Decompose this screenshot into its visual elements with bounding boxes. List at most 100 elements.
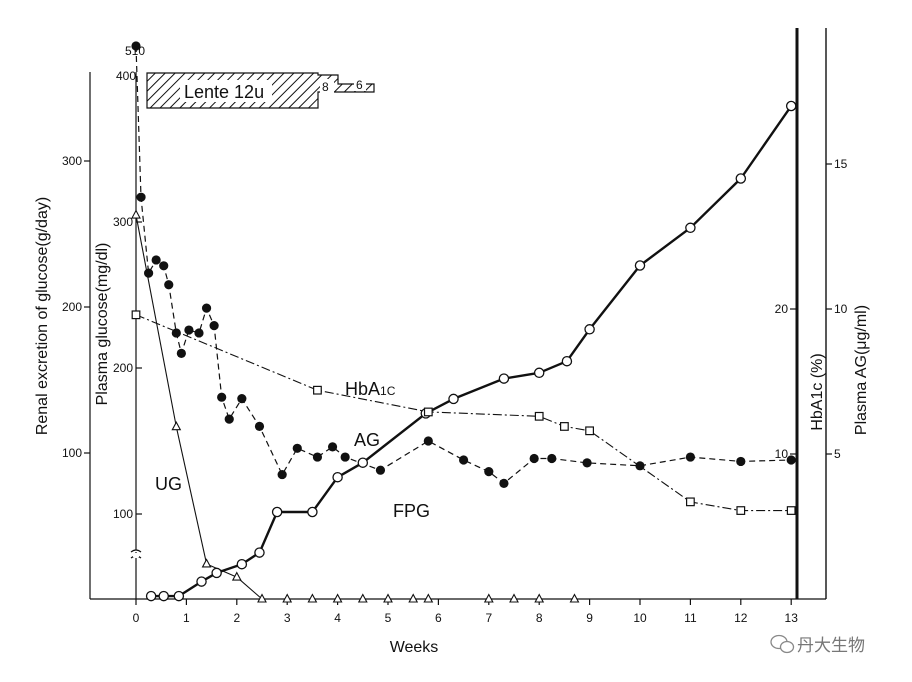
- point-ag: [307, 506, 318, 518]
- point-ag: [634, 260, 646, 271]
- series-line-hba1c: [135, 314, 792, 512]
- point-hba1c: [585, 426, 594, 436]
- point-hba1c: [559, 422, 569, 431]
- point-fpg: [292, 443, 302, 453]
- point-hba1c: [423, 407, 433, 417]
- x-tick-label: 9: [586, 611, 593, 625]
- point-ag: [533, 367, 545, 379]
- hba1c-tick-label: 20: [775, 302, 789, 316]
- series-fpg: [131, 41, 796, 488]
- point-ug: [509, 593, 519, 603]
- ag-tick-label: 15: [834, 157, 848, 171]
- series: [131, 41, 797, 603]
- x-tick-label: 0: [133, 611, 140, 625]
- wechat-icon: [770, 634, 795, 654]
- x-tick-label: 12: [734, 611, 748, 625]
- point-fpg: [184, 325, 194, 335]
- x-tick-label: 8: [536, 611, 543, 625]
- point-fpg: [327, 442, 338, 452]
- point-fpg: [159, 261, 169, 271]
- point-ag: [211, 567, 222, 579]
- point-ug: [383, 593, 393, 603]
- point-hba1c: [534, 411, 544, 421]
- point-ag: [685, 222, 696, 234]
- fpg-tick-label: 100: [113, 507, 133, 521]
- ticks: 0 1 2 3 4 5 6 7 8 9 10 11 12 131002003001002003001020…: [62, 154, 848, 625]
- ag-tick-label: 5: [834, 447, 841, 461]
- point-fpg: [254, 421, 265, 431]
- plasma-glucose-axis-title: Plasma glucose(mg/dl): [94, 243, 111, 406]
- x-tick-label: 6: [435, 611, 442, 625]
- point-ug: [282, 593, 293, 603]
- renal-tick-label: 200: [62, 300, 82, 314]
- point-fpg: [312, 452, 323, 462]
- treatment-step-8: 8: [322, 80, 329, 94]
- series-ug: [131, 209, 580, 603]
- treatment-step-bg-8: [320, 79, 334, 93]
- point-ug: [332, 593, 343, 603]
- point-fpg: [484, 467, 494, 477]
- point-hba1c: [313, 385, 322, 395]
- series-label-fpg: FPG: [393, 501, 430, 521]
- point-ag: [196, 576, 207, 587]
- series-label-ag: AG: [354, 430, 380, 450]
- treatment-label-bg: [180, 80, 272, 102]
- point-fpg: [136, 192, 146, 202]
- point-fpg: [194, 328, 204, 338]
- watermark-text: 丹大生物: [797, 636, 865, 655]
- point-ag: [785, 100, 797, 112]
- series-label-hba1c: HbA1C: [345, 379, 396, 399]
- treatment-bar: Lente 12u 8 6: [146, 72, 375, 109]
- point-ag: [561, 355, 573, 367]
- point-hba1c: [131, 310, 141, 320]
- point-ug: [307, 593, 318, 603]
- treatment-label: Lente 12u: [184, 82, 264, 102]
- renal-axis-title: Renal excretion of glucose(g/day): [34, 197, 51, 435]
- series-line-fpg: [135, 45, 792, 484]
- point-fpg: [375, 465, 386, 475]
- point-fpg: [529, 453, 539, 464]
- point-ag: [271, 506, 283, 518]
- x-tick-label: 11: [684, 611, 697, 625]
- point-fpg: [176, 348, 186, 358]
- point-fpg: [547, 453, 557, 464]
- point-fpg: [685, 452, 696, 462]
- hba1c-label-subscript: 1C: [380, 384, 396, 398]
- axes: [89, 28, 827, 600]
- x-tick-label: 1: [183, 611, 190, 625]
- point-ug: [257, 593, 267, 603]
- x-tick-label: 3: [284, 611, 291, 625]
- point-ug: [569, 593, 580, 603]
- renal-axis-top-label: 400: [116, 69, 136, 83]
- x-tick-label: 5: [385, 611, 392, 625]
- hba1c-tick-label: 10: [775, 447, 789, 461]
- point-fpg: [217, 392, 227, 402]
- renal-tick-label: 300: [62, 154, 82, 168]
- point-hba1c: [736, 506, 746, 515]
- point-ug: [483, 593, 494, 603]
- point-ag: [448, 393, 459, 405]
- point-ug: [171, 421, 182, 431]
- ag-axis-title: Plasma AG(μg/ml): [853, 305, 870, 435]
- point-fpg: [201, 303, 212, 313]
- point-ug: [231, 571, 242, 581]
- treatment-step-bg-6: [354, 77, 366, 91]
- point-fpg: [340, 452, 350, 462]
- x-axis-title: Weeks: [390, 639, 439, 656]
- hba1c-axis-title: HbA1c (%): [809, 353, 826, 430]
- ag-tick-label: 10: [834, 302, 848, 316]
- point-fpg: [459, 455, 469, 465]
- point-ag: [173, 590, 185, 602]
- point-ug: [423, 593, 434, 603]
- point-ag: [158, 590, 169, 602]
- point-fpg: [736, 456, 746, 467]
- x-tick-label: 13: [785, 611, 799, 625]
- point-ag: [236, 558, 248, 570]
- point-fpg: [164, 280, 174, 290]
- point-ug: [534, 593, 545, 603]
- point-ug: [201, 558, 212, 568]
- x-tick-label: 4: [334, 611, 341, 625]
- point-ag: [584, 324, 595, 335]
- point-ag: [357, 457, 369, 468]
